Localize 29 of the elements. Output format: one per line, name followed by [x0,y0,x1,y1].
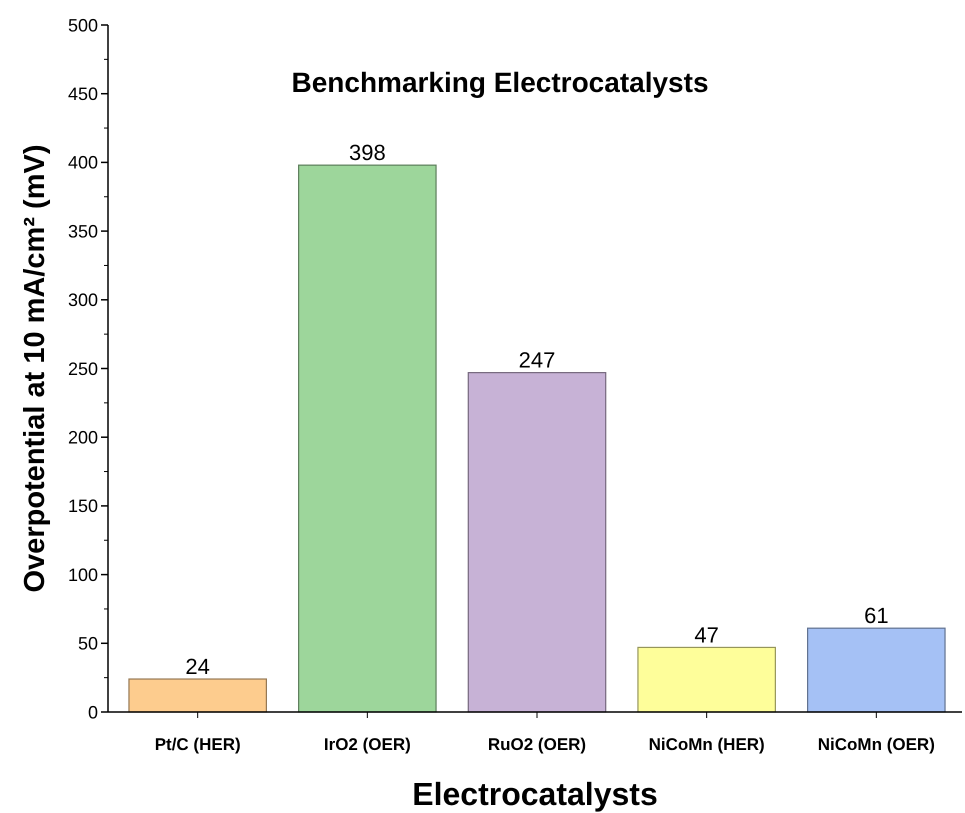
y-tick-label: 450 [68,84,98,104]
bar [298,164,437,713]
y-tick-label: 50 [78,634,98,654]
bar [637,646,776,713]
data-label: 47 [694,622,719,648]
y-tick-label: 300 [68,290,98,310]
data-label: 247 [518,348,556,373]
x-tick-label: RuO2 (OER) [488,735,586,754]
bar [468,372,606,713]
x-tick-label: NiCoMn (HER) [648,735,765,754]
bar [128,678,267,713]
y-tick-label: 250 [68,358,98,379]
y-tick-label: 100 [68,564,98,585]
y-axis-title: Overpotential at 10 mA/cm² (mV) [19,144,51,592]
y-tick-label: 350 [68,221,98,242]
bar [807,628,946,713]
x-tick-label: NiCoMn (OER) [818,735,935,754]
y-tick-label: 200 [68,428,98,448]
x-axis-title: Electrocatalysts [412,776,658,812]
x-tick-label: IrO2 (OER) [324,735,411,754]
data-label: 24 [185,654,210,680]
data-label: 61 [864,603,889,628]
x-tick-label: Pt/C (HER) [154,735,241,754]
y-tick-label: 500 [68,15,98,36]
data-label: 398 [348,140,386,166]
y-tick-label: 0 [88,702,98,722]
text: Benchmarking Electrocatalysts [291,67,709,98]
y-tick-label: 400 [68,152,98,173]
y-tick-label: 150 [68,496,98,516]
